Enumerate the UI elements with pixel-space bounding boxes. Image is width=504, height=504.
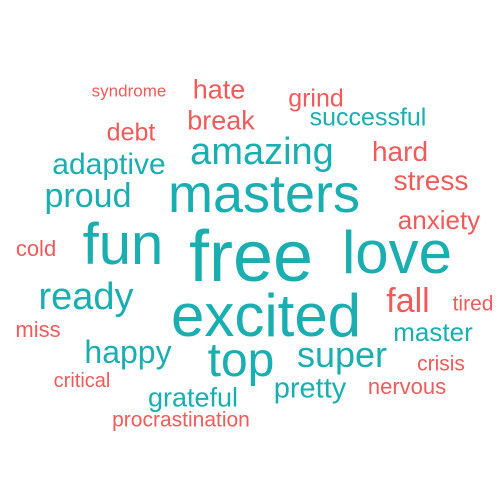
word-fun: fun bbox=[82, 212, 164, 277]
word-grateful: grateful bbox=[147, 382, 239, 413]
word-break: break bbox=[187, 105, 255, 136]
word-excited: excited bbox=[170, 282, 362, 349]
word-grind: grind bbox=[288, 84, 344, 113]
word-hate: hate bbox=[192, 74, 246, 105]
word-free: free bbox=[188, 217, 314, 297]
word-procrastination: procrastination bbox=[112, 408, 250, 432]
word-love: love bbox=[341, 219, 453, 286]
word-successful: successful bbox=[309, 103, 427, 132]
word-ready: ready bbox=[38, 276, 134, 318]
word-super: super bbox=[296, 334, 388, 375]
word-crisis: crisis bbox=[417, 352, 465, 376]
word-anxiety: anxiety bbox=[397, 205, 481, 235]
word-critical: critical bbox=[53, 370, 111, 392]
word-master: master bbox=[393, 317, 473, 347]
word-top: top bbox=[207, 334, 275, 387]
word-stress: stress bbox=[393, 165, 469, 196]
word-syndrome: syndrome bbox=[91, 81, 167, 101]
word-amazing: amazing bbox=[190, 131, 334, 173]
word-masters: masters bbox=[167, 164, 361, 224]
word-happy: happy bbox=[84, 334, 172, 370]
word-fall: fall bbox=[386, 282, 430, 320]
word-hard: hard bbox=[371, 136, 429, 167]
word-debt: debt bbox=[106, 118, 156, 147]
word-pretty: pretty bbox=[273, 372, 347, 405]
word-nervous: nervous bbox=[367, 374, 447, 399]
word-proud: proud bbox=[44, 177, 132, 215]
word-tired: tired bbox=[452, 292, 494, 316]
word-cold: cold bbox=[15, 236, 57, 261]
word-adaptive: adaptive bbox=[52, 148, 166, 181]
word-miss: miss bbox=[15, 317, 61, 342]
